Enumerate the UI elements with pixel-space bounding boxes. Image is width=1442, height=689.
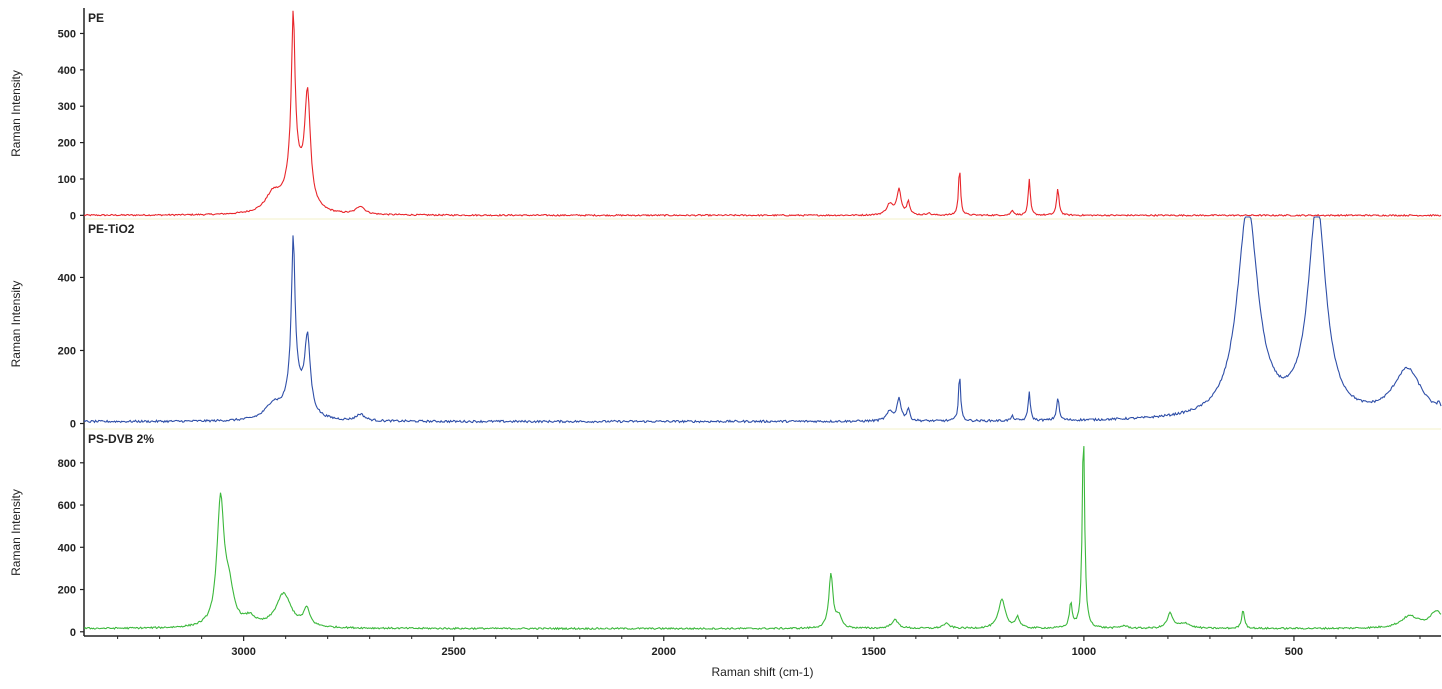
y-axis-title: Raman Intensity [9, 489, 23, 576]
y-tick-label: 0 [70, 627, 76, 639]
panels-layer: 0 100 200 300 400 500 Raman Intensity PE 0 200 400… [9, 8, 1442, 639]
y-tick-label: 300 [58, 101, 76, 113]
y-tick-label: 400 [58, 272, 76, 284]
y-tick-label: 0 [70, 210, 76, 222]
spectrum-line [83, 446, 1442, 631]
panel-label: PS-DVB 2% [88, 432, 154, 446]
panel-label: PE-TiO2 [88, 222, 135, 236]
x-tick-label: 2500 [441, 646, 465, 658]
y-tick-label: 200 [58, 585, 76, 597]
x-tick-label: 1500 [862, 646, 886, 658]
x-axis: 3000 2500 2000 1500 1000 500 Raman shift (cm-1… [84, 635, 1441, 679]
y-tick-label: 200 [58, 345, 76, 357]
x-axis-title: Raman shift (cm-1) [711, 665, 813, 679]
y-tick-label: 400 [58, 542, 76, 554]
y-axis-title: Raman Intensity [9, 281, 23, 368]
y-tick-label: 600 [58, 500, 76, 512]
spectrum-panel-3: 0 200 400 600 800 Raman Intensity PS-DVB 2% [9, 429, 1442, 639]
y-tick-label: 800 [58, 458, 76, 470]
spectrum-panel-1: 0 100 200 300 400 500 Raman Intensity PE [9, 8, 1442, 222]
y-tick-label: 400 [58, 65, 76, 77]
x-tick-label: 2000 [652, 646, 676, 658]
x-tick-label: 1000 [1072, 646, 1096, 658]
spectrum-line [83, 216, 1442, 424]
y-tick-label: 100 [58, 174, 76, 186]
y-tick-label: 500 [58, 28, 76, 40]
x-tick-label: 500 [1285, 646, 1303, 658]
y-tick-label: 0 [70, 419, 76, 431]
y-axis-title: Raman Intensity [9, 70, 23, 157]
y-tick-label: 200 [58, 138, 76, 150]
panel-label: PE [88, 11, 104, 25]
x-tick-label: 3000 [231, 646, 255, 658]
spectrum-line [83, 10, 1442, 217]
spectrum-panel-2: 0 200 400 Raman Intensity PE-TiO2 [9, 216, 1442, 431]
